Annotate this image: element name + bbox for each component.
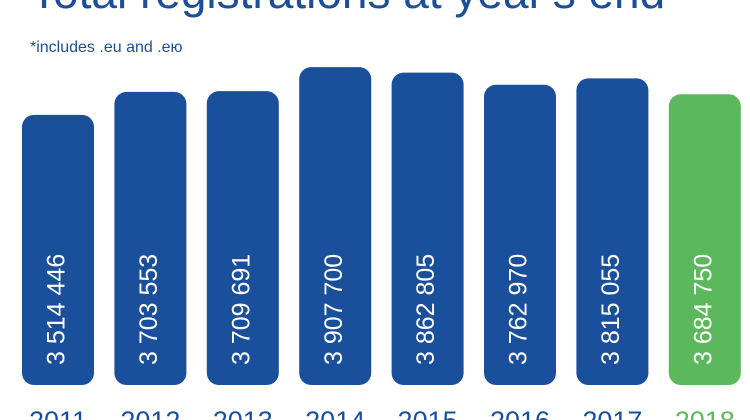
bar <box>206 91 279 385</box>
value-label: 3 514 446 <box>43 254 71 365</box>
bar <box>576 78 649 386</box>
x-tick-label: 2017 <box>582 406 642 420</box>
chart-subtitle: *includes .eu and .ею <box>30 39 183 56</box>
x-tick-label: 2018 <box>675 406 735 420</box>
x-tick-label: 2011 <box>29 406 87 420</box>
value-label: 3 862 805 <box>412 254 440 365</box>
bar <box>22 114 94 385</box>
x-tick-label: 2013 <box>213 406 273 420</box>
x-tick-label: 2014 <box>305 406 365 420</box>
value-label: 3 815 055 <box>597 254 625 365</box>
x-tick-label: 2015 <box>398 406 458 420</box>
value-label: 3 709 691 <box>227 254 255 365</box>
value-label: 3 907 700 <box>320 254 348 365</box>
value-label: 3 703 553 <box>135 254 163 365</box>
bar <box>114 91 187 385</box>
bar <box>391 72 464 386</box>
bar <box>668 94 741 386</box>
value-label: 3 684 750 <box>689 254 717 365</box>
x-tick-label: 2012 <box>120 406 180 420</box>
x-tick-label: 2016 <box>490 406 550 420</box>
chart-title: Total registrations at year's end <box>30 0 665 18</box>
bar <box>299 67 372 386</box>
bar <box>484 84 556 385</box>
value-label: 3 762 970 <box>505 254 533 365</box>
